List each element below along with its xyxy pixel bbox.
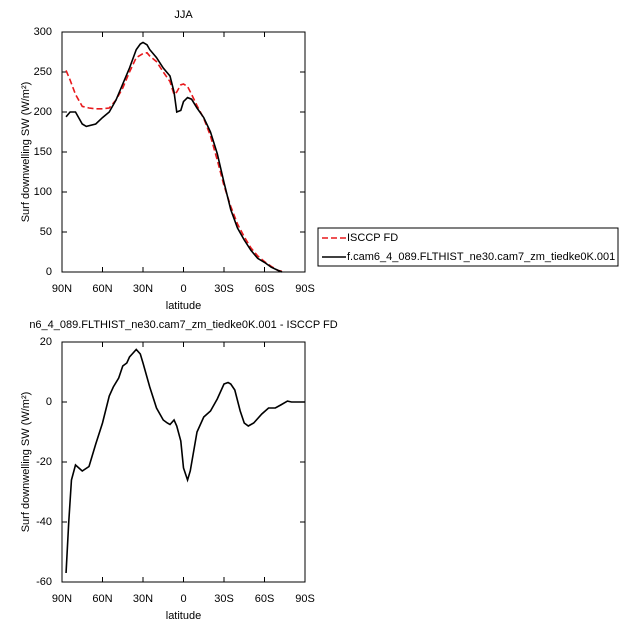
y-tick-label: 300 (34, 26, 52, 38)
x-tick-label: 0 (180, 593, 186, 605)
x-tick-label: 90S (295, 593, 315, 605)
y-tick-label: -40 (36, 516, 52, 528)
x-axis-label: latitude (166, 610, 201, 622)
x-axis-label: latitude (166, 300, 201, 312)
y-tick-label: 100 (34, 186, 52, 198)
y-axis-label: Surf downwelling SW (W/m²) (20, 82, 32, 223)
data-line (65, 41, 283, 273)
y-tick-label: 0 (46, 266, 52, 278)
x-tick-label: 30N (133, 283, 153, 295)
y-tick-label: 150 (34, 146, 52, 158)
plot-frame (61, 341, 306, 583)
y-tick-label: -60 (36, 576, 52, 588)
y-tick-label: 200 (34, 106, 52, 118)
x-tick-label: 60S (255, 593, 275, 605)
legend-label: ISCCP FD (347, 232, 398, 244)
x-tick-label: 60N (92, 283, 112, 295)
chart-title: JJA (174, 9, 193, 21)
x-tick-label: 30N (133, 593, 153, 605)
x-tick-label: 30S (214, 283, 234, 295)
legend-label: f.cam6_4_089.FLTHIST_ne30.cam7_zm_tiedke… (347, 251, 615, 263)
y-tick-label: 50 (40, 226, 52, 238)
y-axis-label: Surf downwelling SW (W/m²) (20, 392, 32, 533)
y-tick-label: 250 (34, 66, 52, 78)
x-tick-label: 90N (52, 593, 72, 605)
x-tick-label: 60S (255, 283, 275, 295)
y-tick-label: 0 (46, 396, 52, 408)
y-tick-label: 20 (40, 336, 52, 348)
data-line (65, 348, 305, 574)
plot-frame (61, 31, 306, 273)
x-tick-label: 60N (92, 593, 112, 605)
chart-title: n6_4_089.FLTHIST_ne30.cam7_zm_tiedke0K.0… (29, 319, 337, 331)
data-line (65, 51, 285, 273)
legend-box (317, 227, 619, 267)
y-tick-label: -20 (36, 456, 52, 468)
x-tick-label: 0 (180, 283, 186, 295)
x-tick-label: 90S (295, 283, 315, 295)
x-tick-label: 30S (214, 593, 234, 605)
x-tick-label: 90N (52, 283, 72, 295)
